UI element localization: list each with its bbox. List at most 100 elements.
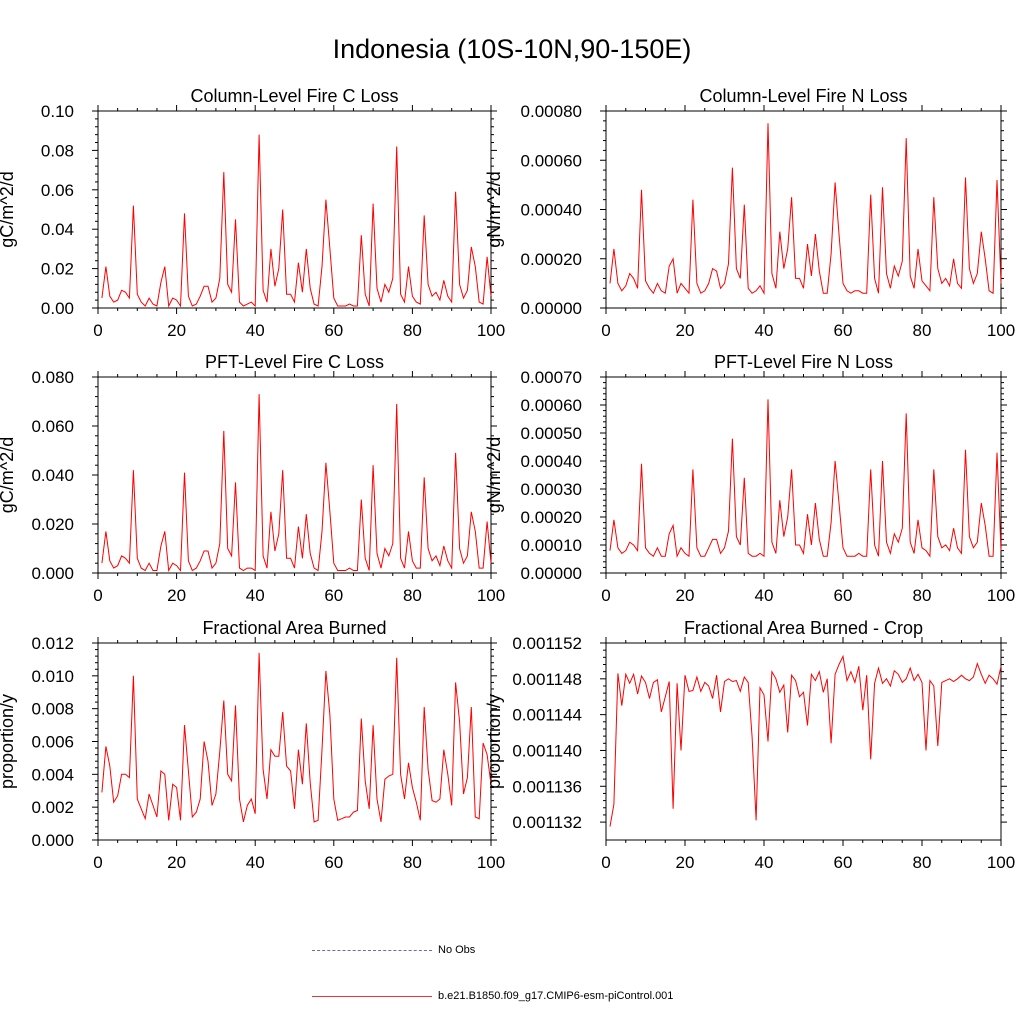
x-tick-label: 0 <box>601 321 610 340</box>
panel-title: PFT-Level Fire C Loss <box>205 352 384 372</box>
y-tick-label: 0.02 <box>41 260 74 279</box>
x-tick-label: 80 <box>913 853 932 872</box>
y-axis-label: proportion/y <box>484 694 504 789</box>
plot-frame <box>605 642 1002 841</box>
x-tick-label: 100 <box>477 853 505 872</box>
y-tick-label: 0.001140 <box>512 741 582 760</box>
y-tick-label: 0.00040 <box>521 452 582 471</box>
x-tick-label: 40 <box>246 853 265 872</box>
x-tick-label: 80 <box>403 853 422 872</box>
y-tick-label: 0.020 <box>31 515 74 534</box>
panel-title: Column-Level Fire C Loss <box>190 86 398 106</box>
x-tick-label: 60 <box>834 853 853 872</box>
figure-title: Indonesia (10S-10N,90-150E) <box>332 34 692 64</box>
x-tick-label: 60 <box>324 321 343 340</box>
y-tick-label: 0.00060 <box>521 151 582 170</box>
series-line <box>101 394 492 573</box>
y-tick-label: 0.00000 <box>521 299 582 318</box>
y-tick-label: 0.00020 <box>521 508 582 527</box>
x-tick-label: 40 <box>755 321 774 340</box>
plot-frame <box>605 376 1002 574</box>
x-tick-label: 20 <box>676 321 695 340</box>
panel-title: Fractional Area Burned - Crop <box>684 618 923 638</box>
y-tick-label: 0.06 <box>41 181 74 200</box>
y-tick-label: 0.001148 <box>512 670 582 689</box>
x-tick-label: 40 <box>246 586 265 605</box>
x-tick-label: 80 <box>913 321 932 340</box>
chart-panel-4: PFT-Level Fire N Loss gN/m^2/d 0 20 40 60 80 10… <box>484 352 1015 605</box>
y-tick-label: 0.000 <box>31 564 74 583</box>
series-line <box>101 134 492 308</box>
x-tick-label: 100 <box>987 853 1015 872</box>
chart-panel-2: Column-Level Fire N Loss gN/m^2/d 0 20 40 60 8… <box>484 86 1015 340</box>
plot-frame <box>97 376 492 574</box>
x-tick-label: 60 <box>324 586 343 605</box>
y-axis-label: gC/m^2/d <box>0 171 17 247</box>
y-tick-label: 0.008 <box>31 700 74 719</box>
y-tick-label: 0.10 <box>41 102 74 121</box>
x-tick-label: 40 <box>755 853 774 872</box>
x-tick-label: 100 <box>477 321 505 340</box>
x-tick-label: 0 <box>93 853 102 872</box>
x-tick-label: 20 <box>676 586 695 605</box>
series-line <box>609 399 1002 558</box>
legend-no-obs: No Obs <box>312 942 475 958</box>
y-tick-label: 0.00050 <box>521 424 582 443</box>
y-tick-label: 0.010 <box>31 667 74 686</box>
series-line <box>609 123 1002 296</box>
y-tick-label: 0.000 <box>31 831 74 850</box>
x-tick-label: 60 <box>324 853 343 872</box>
y-tick-label: 0.04 <box>41 220 74 239</box>
y-axis-label: gN/m^2/d <box>484 437 504 513</box>
y-tick-label: 0.00030 <box>521 480 582 499</box>
x-tick-label: 20 <box>167 853 186 872</box>
x-tick-label: 100 <box>987 321 1015 340</box>
y-tick-label: 0.001144 <box>512 706 582 725</box>
y-axis-label: proportion/y <box>0 694 17 789</box>
x-tick-label: 20 <box>167 586 186 605</box>
chart-panel-5: Fractional Area Burned proportion/y 0 20 40 6… <box>0 618 505 872</box>
y-tick-label: 0.00020 <box>521 250 582 269</box>
x-tick-label: 80 <box>403 586 422 605</box>
x-tick-label: 80 <box>403 321 422 340</box>
chart-panel-3: PFT-Level Fire C Loss gC/m^2/d 0 20 40 60 80 10… <box>0 352 505 605</box>
chart-panel-6: Fractional Area Burned - Crop proportion/… <box>484 618 1015 872</box>
y-tick-label: 0.00040 <box>521 201 582 220</box>
y-tick-label: 0.012 <box>31 634 74 653</box>
x-tick-label: 0 <box>93 321 102 340</box>
x-tick-label: 60 <box>834 321 853 340</box>
y-tick-label: 0.006 <box>31 733 74 752</box>
chart-panel-1: Column-Level Fire C Loss gC/m^2/d 0 20 40 60 8… <box>0 86 505 340</box>
x-tick-label: 0 <box>601 853 610 872</box>
legend-label-model-run: b.e21.B1850.f09_g17.CMIP6-esm-piControl.… <box>438 990 674 1002</box>
y-tick-label: 0.060 <box>31 417 74 436</box>
y-tick-label: 0.080 <box>31 368 74 387</box>
x-tick-label: 0 <box>601 586 610 605</box>
x-tick-label: 0 <box>93 586 102 605</box>
legend-label-no-obs: No Obs <box>438 944 476 956</box>
y-tick-label: 0.001136 <box>512 777 582 796</box>
y-tick-label: 0.00060 <box>521 396 582 415</box>
x-tick-label: 40 <box>755 586 774 605</box>
y-tick-label: 0.08 <box>41 141 74 160</box>
y-tick-label: 0.001132 <box>512 813 582 832</box>
y-tick-label: 0.004 <box>31 765 74 784</box>
series-line <box>101 652 492 823</box>
y-tick-label: 0.00080 <box>521 102 582 121</box>
panel-title: PFT-Level Fire N Loss <box>714 352 893 372</box>
y-tick-label: 0.002 <box>31 798 74 817</box>
x-tick-label: 40 <box>246 321 265 340</box>
y-tick-label: 0.00 <box>41 299 74 318</box>
panel-title: Column-Level Fire N Loss <box>699 86 907 106</box>
x-tick-label: 20 <box>167 321 186 340</box>
y-tick-label: 0.00010 <box>521 536 582 555</box>
x-tick-label: 100 <box>987 586 1015 605</box>
x-tick-label: 60 <box>834 586 853 605</box>
y-axis-label: gN/m^2/d <box>484 171 504 247</box>
y-tick-label: 0.00070 <box>521 368 582 387</box>
x-tick-label: 20 <box>676 853 695 872</box>
y-tick-label: 0.040 <box>31 466 74 485</box>
y-axis-label: gC/m^2/d <box>0 437 17 513</box>
y-tick-label: 0.001152 <box>512 634 582 653</box>
